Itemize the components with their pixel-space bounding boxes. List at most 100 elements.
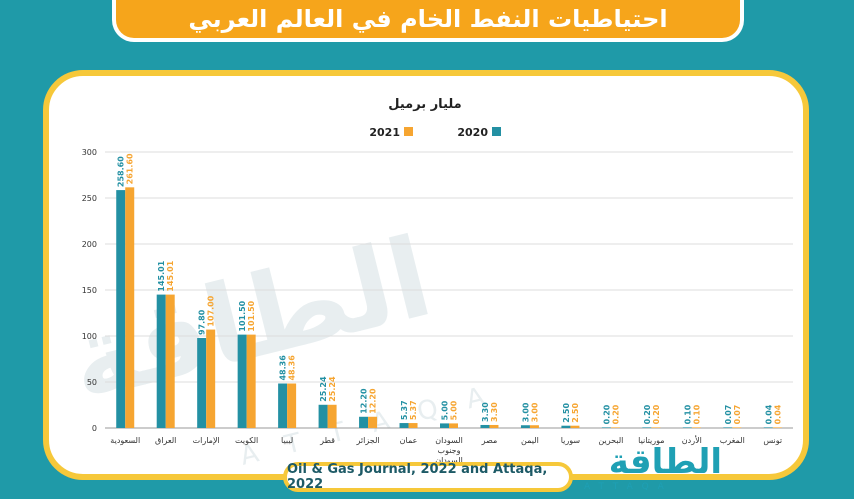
data-label-2020: 48.36 xyxy=(279,355,288,381)
data-label-2021: 0.04 xyxy=(773,404,782,424)
x-tick-label: تونس xyxy=(763,436,782,445)
bar-2020 xyxy=(399,423,409,428)
x-tick-label: البحرين xyxy=(598,436,623,445)
x-tick-label: السودان وجنوب السودان xyxy=(435,436,463,465)
bar-2021 xyxy=(610,427,620,428)
x-tick-label: مصر xyxy=(481,436,498,445)
bar-2020 xyxy=(723,427,733,428)
data-label-2021: 48.36 xyxy=(288,355,297,381)
data-label-2020: 258.60 xyxy=(117,156,126,187)
x-tick-label: الكويت xyxy=(235,436,258,445)
source-text: Oil & Gas Journal, 2022 and Attaqa, 2022 xyxy=(287,462,548,492)
x-tick-label-line: ليبيا xyxy=(281,436,293,445)
data-label-2021: 3.00 xyxy=(530,402,539,422)
y-tick-label: 100 xyxy=(82,332,97,341)
bar-2020 xyxy=(318,404,328,428)
y-tick-label: 200 xyxy=(82,240,97,249)
data-label-2021: 3.30 xyxy=(490,402,499,422)
legend-swatch-2020 xyxy=(492,127,501,136)
x-tick-label-line: السودان xyxy=(435,436,463,445)
data-label-2020: 3.00 xyxy=(521,402,530,422)
x-tick-label: السعودية xyxy=(110,436,140,445)
bar-2021 xyxy=(368,416,378,428)
bar-2021 xyxy=(449,423,458,428)
x-tick-label-line: الأردن xyxy=(682,435,702,445)
bar-2020 xyxy=(359,416,369,428)
bar-2020 xyxy=(278,383,288,428)
logo-arabic: الطاقة xyxy=(608,442,722,482)
x-tick-label-line: وجنوب xyxy=(438,446,461,455)
x-tick-label: قطر xyxy=(319,436,335,445)
x-tick-label-line: سوريا xyxy=(561,436,581,445)
data-label-2021: 261.60 xyxy=(126,153,135,184)
data-label-2021: 25.24 xyxy=(328,376,337,402)
bar-2021 xyxy=(691,427,701,428)
x-tick-label: الجزائر xyxy=(356,436,380,445)
data-label-2020: 0.20 xyxy=(643,404,652,424)
x-tick-label: الأردن xyxy=(682,435,702,445)
bar-2021 xyxy=(327,404,337,428)
bar-2020 xyxy=(237,334,247,428)
legend-swatch-2021 xyxy=(404,127,413,136)
x-tick-label-line: قطر xyxy=(319,436,335,445)
y-tick-label: 250 xyxy=(82,194,97,203)
y-tick-label: 50 xyxy=(87,378,97,387)
data-label-2021: 145.01 xyxy=(166,260,175,291)
x-tick-label-line: تونس xyxy=(763,436,782,445)
bar-2021 xyxy=(287,383,297,428)
data-label-2021: 0.07 xyxy=(733,405,742,425)
x-tick-label-line: السودان xyxy=(435,456,463,465)
bar-2020 xyxy=(480,424,490,428)
bar-2020 xyxy=(682,427,692,428)
x-tick-label-line: عمان xyxy=(400,436,418,445)
x-tick-label-line: العراق xyxy=(155,436,176,445)
x-tick-label-line: المغرب xyxy=(720,436,745,445)
bar-2020 xyxy=(561,425,571,428)
data-label-2021: 5.37 xyxy=(409,400,418,420)
data-label-2020: 0.10 xyxy=(683,404,692,424)
data-label-2020: 25.24 xyxy=(319,376,328,402)
y-tick-label: 300 xyxy=(82,148,97,157)
data-label-2021: 5.00 xyxy=(450,400,459,420)
x-tick-label: سوريا xyxy=(561,436,581,445)
data-label-2020: 3.30 xyxy=(481,402,490,422)
bar-2020 xyxy=(440,423,449,428)
attaqa-logo: الطاقة ATTAQA xyxy=(580,442,730,498)
x-tick-label-line: اليمن xyxy=(521,436,539,445)
x-tick-label-line: السعودية xyxy=(110,436,140,445)
bar-2021 xyxy=(651,427,661,428)
bar-2021 xyxy=(570,425,580,428)
x-tick-label-line: الكويت xyxy=(235,436,258,445)
x-tick-label: عمان xyxy=(400,436,418,445)
y-tick-label: 0 xyxy=(92,424,97,433)
data-label-2020: 0.07 xyxy=(724,405,733,425)
x-tick-label: ليبيا xyxy=(281,436,293,445)
bar-2021 xyxy=(772,427,782,428)
data-label-2020: 0.20 xyxy=(602,404,611,424)
data-label-2020: 5.37 xyxy=(400,400,409,420)
data-label-2020: 5.00 xyxy=(441,400,450,420)
data-label-2021: 107.00 xyxy=(207,295,216,326)
data-label-2020: 12.20 xyxy=(360,388,369,414)
bar-2021 xyxy=(165,294,175,428)
y-tick-label: 150 xyxy=(82,286,97,295)
data-label-2020: 101.50 xyxy=(238,300,247,331)
x-tick-label: الإمارات xyxy=(193,436,220,446)
chart-title: مليار برميل xyxy=(388,97,461,112)
bar-2021 xyxy=(529,425,539,428)
data-label-2021: 0.20 xyxy=(652,404,661,424)
bar-2021 xyxy=(408,423,418,428)
logo-latin: ATTAQA xyxy=(584,482,673,492)
bar-2020 xyxy=(601,427,611,428)
data-label-2021: 2.50 xyxy=(571,403,580,423)
x-tick-label-line: الإمارات xyxy=(193,436,220,446)
title-banner: احتياطيات النفط الخام في العالم العربي xyxy=(112,0,744,42)
x-tick-label: اليمن xyxy=(521,436,539,445)
bar-2020 xyxy=(156,294,166,428)
bar-2020 xyxy=(197,338,207,428)
x-tick-label: العراق xyxy=(155,436,176,445)
bar-2020 xyxy=(116,190,126,428)
legend-label-2021: 2021 xyxy=(369,126,400,139)
bar-2021 xyxy=(732,427,742,428)
